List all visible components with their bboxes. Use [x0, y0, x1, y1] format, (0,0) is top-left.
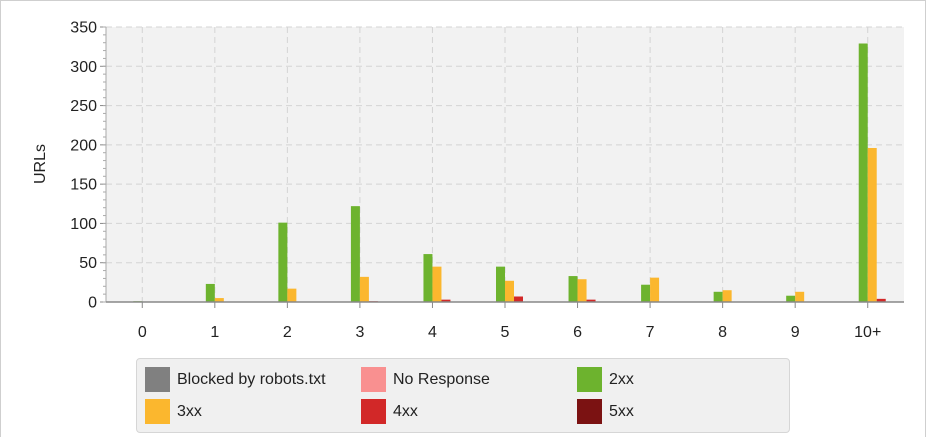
bar-2xx[interactable]: [713, 291, 723, 302]
bar-3xx[interactable]: [795, 291, 805, 302]
legend-item[interactable]: Blocked by robots.txt: [145, 367, 326, 392]
y-axis: 0 50 100 150 200 250 300 350: [70, 20, 107, 312]
x-tick-label: 7: [646, 324, 655, 341]
legend-label: 4xx: [393, 402, 418, 420]
x-tick-label: 1: [210, 324, 219, 341]
bar-4xx[interactable]: [586, 299, 596, 302]
legend-label: 3xx: [177, 402, 202, 420]
legend: Blocked by robots.txt No Response 2xx 3xx 4x…: [136, 358, 790, 433]
x-tick-label: 3: [355, 324, 364, 341]
x-tick-label: 5: [501, 324, 510, 341]
bar-3xx[interactable]: [432, 266, 442, 302]
bar-2xx[interactable]: [858, 43, 868, 303]
bar-3xx[interactable]: [577, 279, 587, 302]
bar-3xx[interactable]: [867, 148, 877, 302]
y-axis-label: URLs: [32, 144, 49, 184]
legend-label: 2xx: [609, 370, 634, 388]
bar-4xx[interactable]: [876, 298, 886, 302]
legend-swatch: [577, 399, 602, 424]
x-tick-label: 10+: [854, 324, 881, 341]
x-tick-label: 2: [283, 324, 292, 341]
bar-3xx[interactable]: [722, 290, 732, 302]
y-tick-label: 0: [88, 295, 97, 312]
y-tick-label: 200: [70, 137, 97, 154]
legend-swatch: [145, 367, 170, 392]
bar-2xx[interactable]: [786, 295, 796, 302]
legend-item[interactable]: 3xx: [145, 399, 202, 424]
legend-swatch: [361, 399, 386, 424]
bar-3xx[interactable]: [359, 276, 369, 302]
legend-label: Blocked by robots.txt: [177, 370, 326, 388]
bar-2xx[interactable]: [278, 222, 288, 302]
y-tick-label: 100: [70, 216, 97, 233]
legend-item[interactable]: 2xx: [577, 367, 634, 392]
legend-label: No Response: [393, 370, 490, 388]
bar-2xx[interactable]: [496, 266, 505, 302]
x-axis: 0 1 2 3 4 5 6 7 8 9 10+: [138, 302, 881, 341]
bar-3xx[interactable]: [287, 288, 297, 302]
legend-label: 5xx: [609, 402, 634, 420]
legend-item[interactable]: 4xx: [361, 399, 418, 424]
legend-swatch: [145, 399, 170, 424]
bar-3xx[interactable]: [214, 298, 224, 302]
bar-2xx[interactable]: [641, 284, 651, 302]
legend-swatch: [577, 367, 602, 392]
x-tick-label: 0: [138, 324, 147, 341]
y-tick-label: 300: [70, 59, 97, 76]
bar-2xx[interactable]: [205, 283, 215, 302]
x-tick-label: 8: [718, 324, 727, 341]
y-tick-label: 50: [79, 255, 97, 272]
bar-2xx[interactable]: [423, 254, 433, 302]
x-tick-label: 6: [573, 324, 582, 341]
bar-3xx[interactable]: [650, 277, 660, 302]
y-tick-label: 350: [70, 20, 97, 37]
bar-4xx[interactable]: [514, 296, 523, 303]
y-tick-label: 250: [70, 98, 97, 115]
bar-4xx[interactable]: [441, 299, 451, 302]
legend-item[interactable]: No Response: [361, 367, 490, 392]
bar-2xx[interactable]: [568, 276, 578, 302]
legend-swatch: [361, 367, 386, 392]
x-tick-label: 9: [791, 324, 800, 341]
x-tick-label: 4: [428, 324, 437, 341]
bars: [133, 43, 886, 303]
legend-item[interactable]: 5xx: [577, 399, 634, 424]
bar-2xx[interactable]: [350, 206, 360, 302]
bar-3xx[interactable]: [505, 280, 514, 302]
y-tick-label: 150: [70, 177, 97, 194]
